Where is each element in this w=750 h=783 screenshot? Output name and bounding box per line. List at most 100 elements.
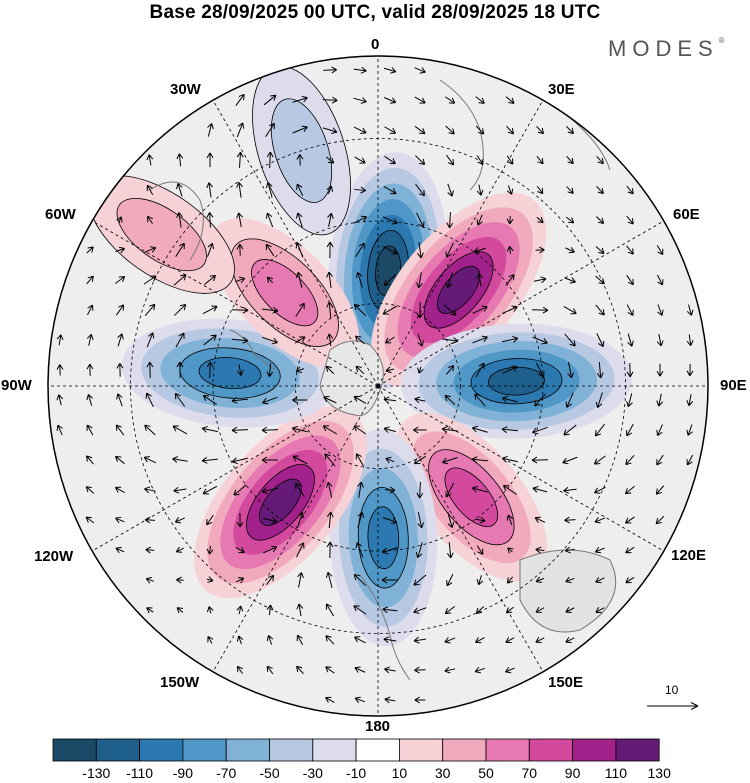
wind-vector bbox=[535, 546, 545, 554]
latitude-circle bbox=[295, 303, 461, 469]
wind-vector bbox=[506, 245, 514, 254]
wind-vector bbox=[146, 184, 154, 195]
wind-vector bbox=[383, 396, 397, 404]
wind-vector bbox=[206, 576, 214, 583]
wind-vector bbox=[447, 183, 454, 197]
wind-vector bbox=[565, 636, 575, 644]
wind-vector bbox=[206, 182, 214, 198]
colorbar-tick-label: -130 bbox=[82, 765, 111, 781]
lon-label-60w: 60W bbox=[45, 206, 76, 223]
wind-vector bbox=[595, 304, 605, 316]
graticule bbox=[48, 56, 708, 716]
wind-vector bbox=[475, 96, 485, 104]
wind-vector bbox=[353, 97, 367, 104]
wind-vector bbox=[505, 274, 515, 286]
colorbar-box bbox=[442, 738, 487, 762]
wind-vector bbox=[476, 155, 484, 166]
wind-vector bbox=[295, 482, 305, 497]
wind-vector bbox=[594, 486, 606, 494]
colorbar-tick-label: 50 bbox=[478, 765, 494, 781]
wind-vector bbox=[296, 634, 304, 646]
anomaly-contour bbox=[198, 357, 262, 390]
wind-vector bbox=[85, 516, 95, 524]
wind-vector bbox=[353, 126, 367, 134]
wind-vector bbox=[385, 456, 395, 464]
wind-vector bbox=[626, 304, 634, 316]
wind-vector bbox=[114, 486, 125, 494]
wind-vector bbox=[382, 216, 398, 225]
wind-vector bbox=[357, 481, 364, 498]
wind-vector bbox=[536, 216, 544, 224]
wind-vector bbox=[506, 216, 514, 225]
wind-vector bbox=[444, 606, 455, 615]
wind-vector bbox=[206, 545, 214, 555]
wind-vector bbox=[382, 517, 398, 525]
colorbar-tick-label: 30 bbox=[434, 765, 451, 781]
wind-vector bbox=[263, 94, 277, 106]
wind-vector bbox=[501, 426, 519, 434]
wind-vector bbox=[86, 333, 94, 346]
wind-vector bbox=[145, 546, 155, 554]
wind-vector bbox=[562, 456, 578, 465]
wind-vector bbox=[382, 606, 398, 614]
wind-vector bbox=[325, 603, 334, 617]
wind-vector bbox=[206, 361, 214, 379]
wind-vector bbox=[626, 423, 634, 437]
wind-vector bbox=[656, 424, 663, 437]
wind-vector bbox=[655, 515, 665, 525]
wind-vector bbox=[236, 512, 244, 528]
wind-vector bbox=[295, 271, 303, 288]
wind-vector bbox=[656, 245, 664, 256]
wind-vector bbox=[447, 512, 455, 529]
wind-vector bbox=[322, 127, 338, 135]
wind-vector bbox=[446, 573, 454, 587]
wind-vector bbox=[445, 242, 454, 258]
wind-vector bbox=[594, 455, 606, 465]
wind-vector bbox=[505, 606, 514, 614]
wind-vector bbox=[441, 426, 458, 433]
wind-vector bbox=[444, 666, 456, 674]
wind-vector bbox=[291, 425, 308, 433]
wind-vector bbox=[115, 546, 125, 554]
wind-vector bbox=[266, 363, 274, 377]
wind-vector bbox=[566, 156, 574, 165]
wind-vector bbox=[656, 393, 664, 407]
wind-vector bbox=[325, 571, 333, 588]
lon-label-30e: 30E bbox=[548, 81, 575, 98]
colorbar-tick-label: 90 bbox=[564, 765, 581, 781]
wind-vector bbox=[86, 363, 94, 376]
wind-vector bbox=[595, 576, 605, 584]
wind-vector bbox=[56, 364, 64, 376]
vector-reference-label: 10 bbox=[665, 683, 679, 697]
wind-vector bbox=[296, 183, 304, 197]
wind-vector bbox=[384, 666, 396, 674]
wind-vector bbox=[175, 332, 185, 348]
wind-vector bbox=[536, 186, 544, 195]
wind-vector bbox=[173, 486, 187, 494]
wind-vector bbox=[532, 486, 548, 493]
wind-vector bbox=[507, 547, 514, 554]
colorbar-box bbox=[182, 738, 227, 762]
anomaly-contour bbox=[436, 265, 481, 314]
meridian-line bbox=[377, 100, 544, 387]
wind-vector bbox=[176, 361, 184, 379]
wind-vector bbox=[535, 636, 545, 644]
wind-vector bbox=[236, 243, 244, 256]
wind-vector bbox=[383, 185, 397, 195]
wind-vector bbox=[501, 455, 518, 463]
wind-vector bbox=[415, 542, 423, 559]
wind-vector bbox=[413, 574, 427, 586]
wind-vector bbox=[202, 305, 218, 315]
lon-label-150e: 150E bbox=[548, 674, 584, 691]
wind-vector bbox=[353, 395, 367, 405]
colorbar-tick-label: -110 bbox=[126, 765, 154, 781]
wind-vector bbox=[176, 576, 184, 584]
wind-vector bbox=[536, 125, 545, 135]
wind-vector bbox=[563, 305, 577, 315]
anomaly-contour bbox=[116, 197, 207, 272]
wind-vector bbox=[326, 241, 334, 259]
wind-vector bbox=[172, 456, 188, 463]
wind-vector bbox=[505, 666, 515, 674]
wind-vector bbox=[266, 604, 274, 616]
colorbar-box bbox=[225, 738, 270, 762]
